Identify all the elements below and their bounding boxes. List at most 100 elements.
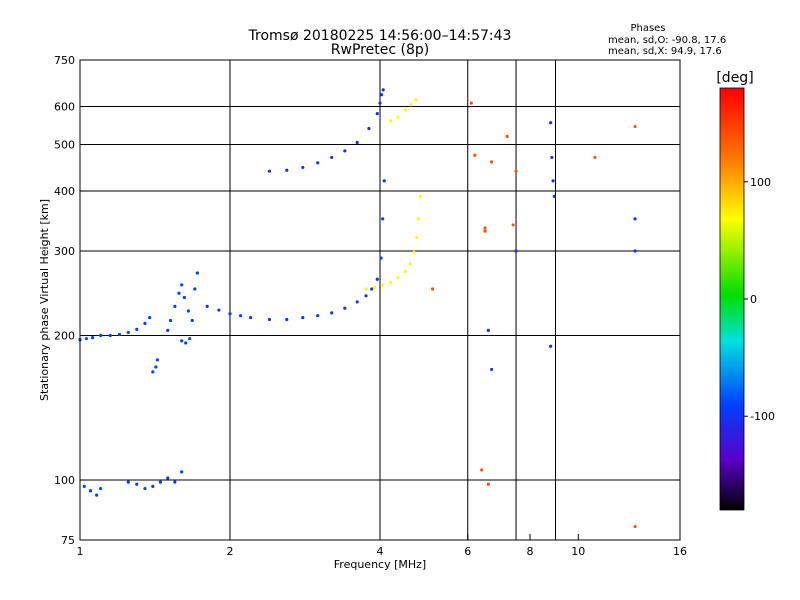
x-axis-label: Frequency [MHz] [334,558,426,571]
data-point [180,470,184,474]
y-tick-label: 400 [54,185,75,198]
data-point [550,155,554,160]
data-point [301,165,305,170]
x-tick-label: 8 [527,545,534,558]
data-point [126,480,130,484]
y-tick-label: 600 [54,101,75,114]
data-point [370,287,374,291]
x-tick-label: 4 [377,545,384,558]
data-point [330,311,334,315]
y-tick-label: 100 [54,474,75,487]
data-point [301,315,305,320]
x-tick-label: 2 [227,545,234,558]
data-point [88,489,93,493]
data-point [148,315,152,320]
data-point [378,101,382,105]
phases-stat-x: mean, sd,X: 94.9, 17.6 [608,46,722,57]
data-point [593,155,597,160]
data-point [381,88,385,92]
data-point [633,217,637,221]
data-point [375,111,379,116]
data-point [117,332,122,337]
data-point [367,126,371,131]
colorbar-ticks: 100 0 -100 [744,176,775,423]
data-point [490,160,494,164]
data-point [379,256,383,260]
data-point [143,321,147,325]
data-point [95,493,99,497]
x-tick-label: 6 [464,545,471,558]
data-point [375,277,379,281]
data-point [486,328,490,332]
data-point [372,285,377,289]
data-points [78,88,637,529]
data-point [388,280,393,285]
data-point [490,367,494,372]
y-axis: 75 100 200 300 400 500 600 750 [54,54,86,547]
grid-lines [80,60,680,540]
data-point [408,262,412,266]
data-point [173,304,177,309]
data-point [267,317,272,322]
data-point [193,287,197,291]
data-point [364,294,368,298]
data-point [182,295,186,300]
colorbar-label: [deg] [716,70,753,86]
data-point [381,217,385,221]
data-point [549,121,553,125]
data-point [151,484,155,488]
data-point [382,179,386,183]
data-point [135,482,139,486]
data-point [91,336,95,340]
colorbar-tick-label: 0 [750,293,757,306]
x-tick-label: 16 [673,545,687,558]
data-point [217,308,221,312]
data-point [195,271,199,275]
data-point [166,328,170,332]
data-point [169,318,173,323]
x-tick-label: 1 [77,545,84,558]
data-point [380,93,384,97]
colorbar [719,87,745,511]
data-point [483,229,487,233]
data-point [633,249,637,253]
colorbar-tick-label: -100 [750,410,775,423]
data-point [126,330,130,335]
data-point [285,168,289,172]
data-point [143,486,147,491]
data-point [184,341,188,345]
data-point [414,98,418,102]
y-tick-label: 300 [54,245,75,258]
data-point [82,484,86,488]
data-point [238,314,243,318]
data-point [633,124,637,129]
colorbar-tick-label: 100 [750,176,771,189]
data-point [381,283,385,287]
data-point [486,482,490,486]
data-point [135,327,139,331]
data-point [249,315,253,320]
data-point [108,333,112,338]
y-tick-label: 75 [61,534,75,547]
data-point [355,140,359,145]
y-tick-label: 750 [54,54,75,67]
data-point [355,300,359,304]
data-point [205,304,209,309]
x-axis: 1 2 4 6 8 10 16 [77,534,687,558]
data-point [552,194,556,198]
data-point [396,276,400,280]
data-point [343,306,347,310]
data-point [415,235,419,240]
phases-title: Phases [630,23,665,34]
data-point [186,309,190,313]
data-point [549,344,553,348]
data-point [514,249,518,253]
y-tick-label: 500 [54,139,75,152]
data-point [551,179,555,183]
data-point [633,524,637,529]
data-point [180,283,184,287]
data-point [412,250,416,255]
data-point [166,476,170,480]
data-point [480,468,484,472]
data-point [505,134,509,138]
